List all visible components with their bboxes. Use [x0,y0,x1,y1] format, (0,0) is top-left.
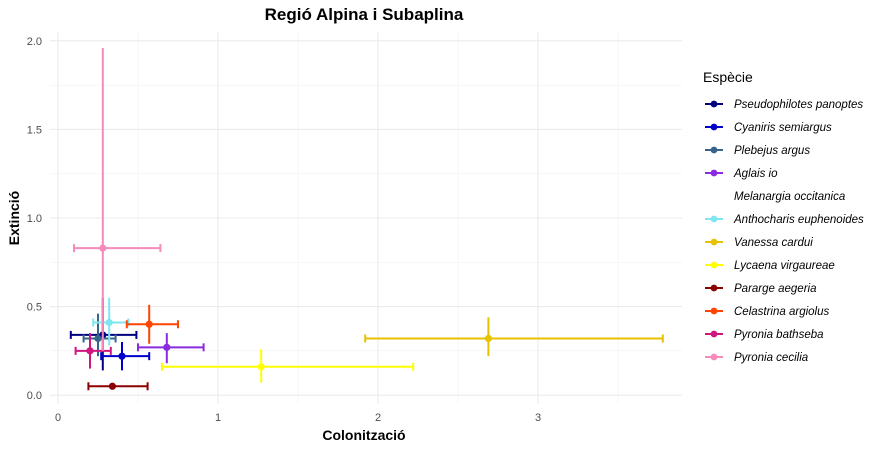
y-tick-label: 2.0 [27,36,42,48]
legend-item: Vanessa cardui [705,237,813,249]
x-tick-label: 2 [375,412,381,424]
x-tick-label: 0 [55,412,61,424]
data-marks [69,47,664,391]
legend-key-point [710,353,718,361]
data-point [94,334,102,343]
data-point [145,320,153,328]
y-tick-label: 0.5 [27,302,42,314]
legend-label: Pseudophilotes panoptes [734,99,863,111]
legend-key-point [710,146,718,154]
legend-label: Plebejus argus [734,145,810,157]
x-axis-label: Colonització [322,427,405,443]
y-tick-label: 0.0 [27,390,42,402]
legend-label: Pyronia cecilia [734,352,808,364]
series-pyronia-bathseba [74,333,112,369]
series-lycaena-virgaureae [161,349,415,383]
y-axis-label: Extinció [6,191,22,245]
legend-key-point [710,100,718,108]
series-pyronia-cecilia [73,47,162,351]
legend-item: Plebejus argus [705,145,810,157]
legend-label: Pyronia bathseba [734,329,824,341]
legend-key-point [710,169,718,177]
legend-item: Cyaniris semiargus [705,122,832,134]
data-point [108,382,116,390]
legend-key-point [710,238,718,246]
series-pararge-aegeria [87,382,149,391]
legend-key-point [710,123,718,131]
legend-item: Melanargia occitanica [705,191,845,203]
tick-labels: 0 1 2 3 0.0 0.5 1.0 1.5 2.0 [27,36,541,424]
x-tick-label: 1 [215,412,221,424]
legend-label: Vanessa cardui [734,237,813,249]
legend-key-point [710,261,718,269]
legend-item: Pyronia cecilia [705,352,808,364]
legend-title: Espècie [703,69,753,85]
legend: Espècie Pseudophilotes panoptes Cyaniris … [703,69,864,364]
data-point [163,343,171,351]
data-point [86,347,94,355]
legend-label: Cyaniris semiargus [734,122,832,134]
legend-label: Melanargia occitanica [734,191,845,203]
legend-label: Anthocharis euphenoides [733,214,864,226]
legend-label: Lycaena virgaureae [734,260,835,272]
series-plebejus-argus [82,313,117,357]
legend-key-point [710,307,718,315]
legend-item: Aglais io [705,168,778,180]
grid [50,32,682,404]
legend-item: Celastrina argiolus [705,306,829,318]
legend-item: Pyronia bathseba [705,329,824,341]
data-point [99,244,107,252]
data-point [484,334,492,343]
data-point [257,363,265,371]
legend-label: Celastrina argiolus [734,306,829,318]
legend-key-point [710,284,718,292]
y-tick-label: 1.5 [27,124,42,136]
legend-key-point [710,215,718,223]
chart-title: Regió Alpina i Subaplina [265,5,464,24]
legend-item: Pararge aegeria [705,283,816,295]
legend-key-point [710,192,718,200]
data-point [105,318,113,327]
series-cyaniris-semiargus [100,342,151,371]
series-vanessa-cardui [364,317,664,357]
series-aglais-io [137,333,205,364]
x-tick-label: 3 [535,412,541,424]
legend-item: Lycaena virgaureae [705,260,835,272]
legend-item: Anthocharis euphenoides [705,214,864,226]
legend-label: Aglais io [733,168,778,180]
y-tick-label: 1.0 [27,213,42,225]
series-celastrina-argiolus [125,304,179,344]
legend-label: Pararge aegeria [734,283,816,295]
legend-key-point [710,330,718,338]
legend-item: Pseudophilotes panoptes [705,99,863,111]
data-point [118,352,126,360]
series-anthocharis-euphenoides [92,297,130,346]
